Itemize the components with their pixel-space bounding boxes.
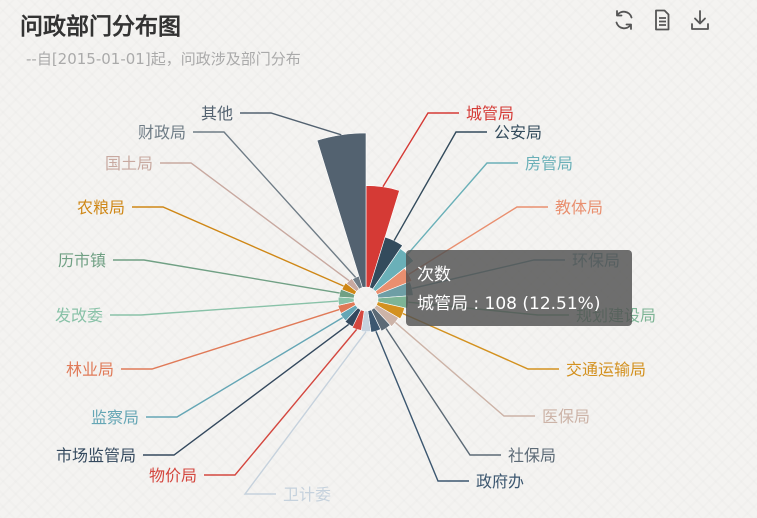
slice-9-sector[interactable] xyxy=(370,307,391,332)
slice-17-leader-line xyxy=(113,259,340,294)
slice-17-sector[interactable] xyxy=(338,288,356,299)
slice-16-sector[interactable] xyxy=(337,296,355,306)
slice-11-leader-line xyxy=(243,331,367,495)
slice-2-sector[interactable] xyxy=(369,236,403,290)
slice-7-label: 交通运输局 xyxy=(566,360,646,379)
slice-20-label: 财政局 xyxy=(138,123,186,142)
slice-13-sector[interactable] xyxy=(344,307,362,328)
slice-3-label: 房管局 xyxy=(525,154,573,173)
slice-7-sector[interactable] xyxy=(375,301,405,320)
tooltip-text: 城管局 : 108 (12.51%) xyxy=(417,294,601,314)
slice-8-label: 医保局 xyxy=(542,407,590,426)
slice-8-sector[interactable] xyxy=(373,304,399,327)
slice-18-sector[interactable] xyxy=(341,282,358,296)
slice-1-leader-line xyxy=(382,112,459,188)
slice-21-sector[interactable] xyxy=(316,132,367,288)
slice-14-sector[interactable] xyxy=(339,304,359,322)
slice-9-leader-line xyxy=(385,328,501,456)
slice-10-sector[interactable] xyxy=(367,309,382,333)
data-view-icon[interactable] xyxy=(650,8,674,32)
slice-20-leader-line xyxy=(193,131,357,278)
slice-13-label: 市场监管局 xyxy=(56,446,136,465)
slice-4-label: 教体局 xyxy=(555,198,603,217)
slice-19-leader-line xyxy=(160,162,350,282)
slice-15-label: 林业局 xyxy=(66,360,114,379)
slice-1-sector[interactable] xyxy=(365,185,400,288)
slice-16-leader-line xyxy=(110,300,339,316)
tooltip: 次数 城管局 : 108 (12.51%) xyxy=(406,250,632,326)
slice-18-label: 农粮局 xyxy=(77,198,125,217)
slice-3-leader-line xyxy=(406,162,518,255)
chart-subtitle: --自[2015-01-01]起，问政涉及部门分布 xyxy=(26,50,301,68)
label-lines xyxy=(110,112,569,495)
slice-8-leader-line xyxy=(394,321,535,417)
slice-1-label: 城管局 xyxy=(466,104,514,123)
slice-10-label: 政府办 xyxy=(476,472,524,491)
slice-19-label: 国土局 xyxy=(105,154,153,173)
slice-18-leader-line xyxy=(132,206,344,287)
slice-12-label: 物价局 xyxy=(149,466,197,485)
slice-2-label: 公安局 xyxy=(494,123,542,142)
slice-16-label: 发改委 xyxy=(55,306,103,325)
tooltip-series-name: 次数 xyxy=(417,265,451,285)
slice-2-leader-line xyxy=(393,131,487,241)
slice-14-label: 监察局 xyxy=(91,408,139,427)
chart-title: 问政部门分布图 xyxy=(20,14,181,40)
slice-21-label: 其他 xyxy=(201,104,233,123)
slice-15-leader-line xyxy=(121,308,340,370)
slice-19-sector[interactable] xyxy=(346,277,360,292)
slice-10-leader-line xyxy=(375,330,469,482)
slice-13-leader-line xyxy=(143,323,350,456)
slice-17-label: 历市镇 xyxy=(58,251,106,270)
slice-21-leader-line xyxy=(240,112,342,136)
rose-slices xyxy=(316,132,415,333)
slice-11-label: 卫计委 xyxy=(283,485,331,504)
slice-7-leader-line xyxy=(402,312,559,370)
slice-12-sector[interactable] xyxy=(351,309,365,331)
slice-12-leader-line xyxy=(204,328,358,476)
refresh-icon[interactable] xyxy=(612,8,636,32)
chart-toolbox xyxy=(612,8,712,32)
slice-9-label: 社保局 xyxy=(508,446,556,465)
slice-14-leader-line xyxy=(146,317,344,418)
download-icon[interactable] xyxy=(688,8,712,32)
